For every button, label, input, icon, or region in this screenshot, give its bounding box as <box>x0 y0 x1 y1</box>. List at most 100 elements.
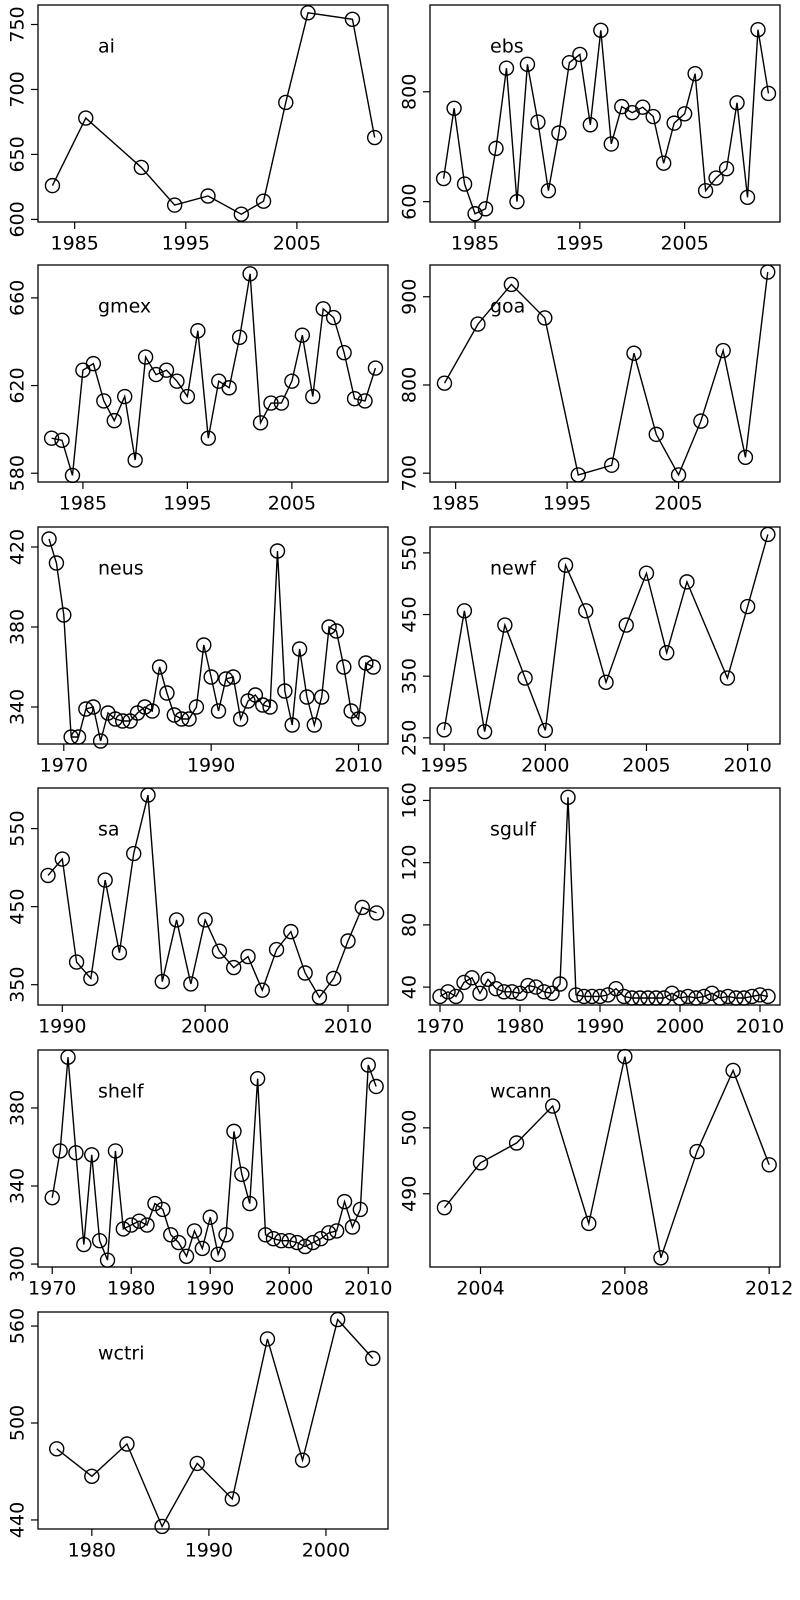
y-tick-label: 550 <box>7 810 29 846</box>
data-point <box>560 789 576 806</box>
data-point <box>144 703 160 719</box>
data-point <box>321 1225 337 1241</box>
data-point <box>200 188 216 204</box>
data-point <box>315 301 331 317</box>
data-point <box>679 574 695 590</box>
data-point <box>446 100 462 116</box>
panel-label: ai <box>98 36 115 58</box>
plot-frame <box>429 1049 781 1268</box>
data-point <box>504 984 520 1000</box>
data-point <box>456 603 473 619</box>
data-point <box>168 912 185 928</box>
data-point <box>189 1455 205 1472</box>
y-tick-label: 380 <box>7 609 29 645</box>
panel: 440 500 560 1980 1990 2000 wctri <box>7 1308 389 1562</box>
data-point <box>600 987 616 1003</box>
data-point <box>537 722 554 739</box>
data-point <box>720 988 736 1005</box>
data-point <box>291 641 308 657</box>
plot-frame <box>37 264 389 483</box>
data-point <box>210 703 227 719</box>
panel-label: sa <box>98 819 120 841</box>
data-point <box>91 1232 108 1249</box>
data-point <box>78 701 94 717</box>
data-point <box>194 1240 211 1257</box>
data-point <box>85 355 102 372</box>
data-point <box>760 988 776 1005</box>
data-point <box>360 1057 376 1073</box>
data-point <box>436 375 453 391</box>
data-point <box>570 467 586 483</box>
data-point <box>344 1219 361 1235</box>
data-point <box>123 1217 139 1233</box>
data-point <box>299 689 315 705</box>
data-point <box>294 1452 311 1468</box>
data-point <box>340 933 356 949</box>
data-point <box>688 990 704 1006</box>
x-tick-label: 1995 <box>163 493 211 515</box>
data-point <box>470 316 486 332</box>
data-point <box>281 1232 297 1249</box>
data-point <box>517 670 533 686</box>
data-point <box>186 1223 203 1239</box>
x-tick-label: 1980 <box>496 1016 544 1038</box>
data-point <box>306 717 323 733</box>
panel-label: shelf <box>98 1081 145 1103</box>
data-point <box>60 1049 76 1065</box>
y-tick-label: 580 <box>7 455 29 491</box>
data-point <box>666 115 682 131</box>
x-tick-label: 2010 <box>334 755 382 777</box>
data-point <box>365 1350 381 1367</box>
data-point <box>737 449 754 466</box>
panel-label: goa <box>490 296 525 318</box>
data-point <box>311 989 328 1005</box>
y-tick-label: 650 <box>7 136 29 172</box>
x-tick-label: 2005 <box>660 233 708 255</box>
data-point <box>166 707 183 723</box>
data-point <box>729 95 745 111</box>
data-point <box>760 264 776 280</box>
data-point <box>313 1231 329 1247</box>
data-point <box>43 430 60 446</box>
y-tick-label: 340 <box>7 1168 29 1204</box>
data-point <box>84 1147 100 1163</box>
data-point <box>305 1234 321 1251</box>
y-tick-label: 560 <box>7 1308 29 1344</box>
data-point <box>305 388 321 405</box>
data-point <box>728 990 744 1006</box>
data-point <box>249 1070 266 1087</box>
panel: 40 80 120 160 1970 1980 1990 2000 2010 sgulf <box>399 782 785 1037</box>
data-point <box>435 170 452 187</box>
plot-frame <box>37 526 389 745</box>
data-point <box>456 176 473 192</box>
panel-label: ebs <box>490 36 524 58</box>
x-tick-label: 1995 <box>420 755 468 777</box>
data-line <box>51 12 376 216</box>
data-point <box>96 393 112 409</box>
x-tick-label: 1990 <box>187 755 235 777</box>
data-point <box>181 711 197 727</box>
x-tick-label: 2012 <box>745 1278 793 1300</box>
data-point <box>139 1217 155 1233</box>
x-tick-label: 1990 <box>38 1016 86 1038</box>
data-point <box>551 125 567 141</box>
data-point <box>313 689 330 705</box>
data-point <box>40 867 56 884</box>
x-tick-label: 1985 <box>431 493 479 515</box>
data-point <box>263 395 279 411</box>
data-point <box>54 432 70 449</box>
y-tick-label: 600 <box>7 201 29 237</box>
data-point <box>603 136 619 152</box>
data-point <box>357 393 373 409</box>
plot-frame <box>37 4 389 223</box>
data-point <box>354 899 370 916</box>
data-point <box>536 984 552 1000</box>
data-point <box>240 948 256 965</box>
y-tick-label: 500 <box>7 1405 29 1441</box>
data-point <box>336 659 352 675</box>
data-point <box>537 310 553 326</box>
data-point <box>242 1195 258 1212</box>
data-point <box>133 159 150 176</box>
data-point <box>687 65 703 82</box>
x-tick-label: 1995 <box>543 493 591 515</box>
